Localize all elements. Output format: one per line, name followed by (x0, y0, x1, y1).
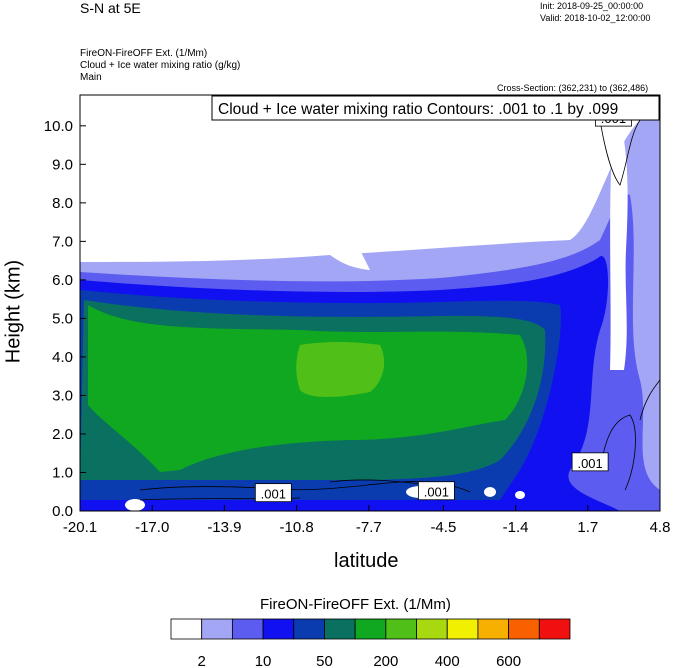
colorbar-swatch (538, 618, 571, 640)
x-tick-label: -20.1 (63, 519, 97, 536)
y-tick-label: 0.0 (52, 503, 73, 520)
colorbar-tick-label: 400 (435, 653, 460, 668)
contour-label-box (571, 452, 609, 472)
colorbar-swatch (231, 618, 264, 640)
field-label-extinction: FireON-FireOFF Ext. (1/Mm) (80, 48, 208, 59)
colorbar-swatch (201, 618, 233, 640)
x-tick-label: -10.8 (280, 519, 314, 536)
y-tick-label: 4.0 (52, 349, 73, 366)
colorbar-swatch (385, 618, 417, 640)
y-tick-label: 1.0 (52, 464, 73, 481)
colorbar-swatch (262, 618, 295, 640)
colorbar-swatch (446, 618, 479, 640)
extinction-shading (80, 95, 660, 511)
colorbar-swatch (354, 618, 387, 640)
x-tick-label: 4.8 (650, 519, 671, 536)
cross-section-label: Cross-Section: (362,231) to (362,486) (497, 83, 649, 93)
y-tick-label: 8.0 (52, 195, 73, 212)
colorbar: 2 10 50 200 400 600 (170, 618, 571, 668)
init-time: Init: 2018-09-25_00:00:00 (540, 1, 644, 11)
colorbar-tick-label: 2 (198, 653, 206, 668)
colorbar-swatch (293, 618, 325, 640)
contour-legend-box (211, 95, 660, 121)
x-tick-label: 1.7 (577, 519, 598, 536)
y-tick-label: 9.0 (52, 156, 73, 173)
colorbar-swatch (324, 618, 356, 640)
y-tick-label: 2.0 (52, 426, 73, 443)
x-tick-label: -4.5 (430, 519, 456, 536)
colorbar-tick-label: 200 (373, 653, 398, 668)
x-axis-label: latitude (334, 550, 399, 572)
valid-time: Valid: 2018-10-02_12:00:00 (540, 13, 651, 23)
plot-title: S-N at 5E (80, 0, 141, 16)
contour-legend-text: Cloud + Ice water mixing ratio Contours:… (218, 101, 618, 118)
y-axis: 0.0 1.0 2.0 3.0 4.0 5.0 6.0 7.0 8.0 9.0 10.0 (44, 118, 86, 520)
y-tick-label: 6.0 (52, 272, 73, 289)
x-axis: -20.1 -17.0 -13.9 -10.8 -7.7 -4.5 -1.4 1.7 4.8 (63, 505, 671, 536)
colorbar-swatch (170, 618, 203, 640)
contour-label: .001 (577, 456, 602, 471)
colorbar-swatch (508, 618, 540, 640)
x-tick-label: -17.0 (135, 519, 169, 536)
x-tick-label: -7.7 (356, 519, 382, 536)
contour-label: .001 (424, 485, 449, 500)
y-tick-label: 3.0 (52, 387, 73, 404)
y-tick-label: 10.0 (44, 118, 73, 135)
colorbar-title: FireON-FireOFF Ext. (1/Mm) (260, 596, 451, 613)
contour-label-box (417, 481, 455, 501)
contour-label: .001 (261, 487, 286, 502)
x-tick-label: -1.4 (503, 519, 529, 536)
field-label-main: Main (80, 72, 102, 83)
field-label-mixing-ratio: Cloud + Ice water mixing ratio (g/kg) (80, 60, 241, 71)
colorbar-swatch (416, 618, 448, 640)
y-tick-label: 5.0 (52, 310, 73, 327)
y-tick-label: 7.0 (52, 233, 73, 250)
colorbar-tick-label: 600 (496, 653, 521, 668)
plot-frame (79, 94, 661, 512)
colorbar-tick-label: 50 (316, 653, 333, 668)
contour-label-box (254, 483, 292, 503)
colorbar-tick-label: 10 (255, 653, 272, 668)
x-tick-label: -13.9 (207, 519, 241, 536)
colorbar-swatch (477, 618, 510, 640)
y-axis-label: Height (km) (2, 259, 25, 364)
